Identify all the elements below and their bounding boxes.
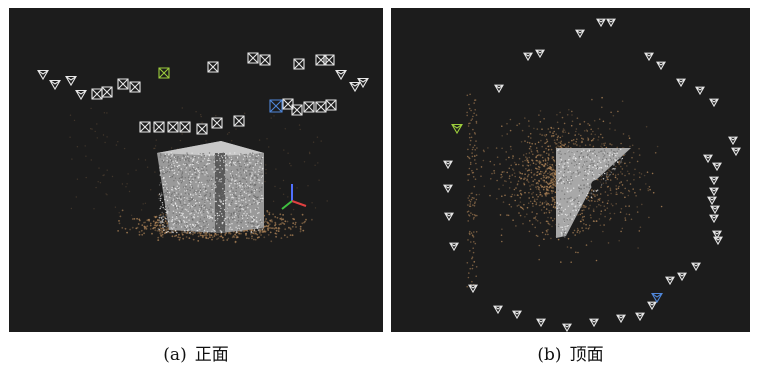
caption-front-view: (a) 正面 <box>9 340 383 365</box>
camera-poses <box>443 18 741 332</box>
camera-poses <box>37 52 369 135</box>
caption-text: 顶面 <box>569 345 604 365</box>
top-view-panel <box>391 8 750 332</box>
reconstructed-block <box>157 141 264 234</box>
caption-text: 正面 <box>194 345 229 365</box>
caption-label: (a) <box>163 345 187 365</box>
reconstructed-block-top <box>556 148 631 238</box>
front-view-panel <box>9 8 383 332</box>
front-view-reconstruction <box>37 52 369 244</box>
top-view-reconstruction <box>443 18 741 332</box>
caption-top-view: (b) 顶面 <box>391 340 750 365</box>
caption-label: (b) <box>537 345 562 365</box>
coordinate-axes-icon <box>281 184 307 210</box>
